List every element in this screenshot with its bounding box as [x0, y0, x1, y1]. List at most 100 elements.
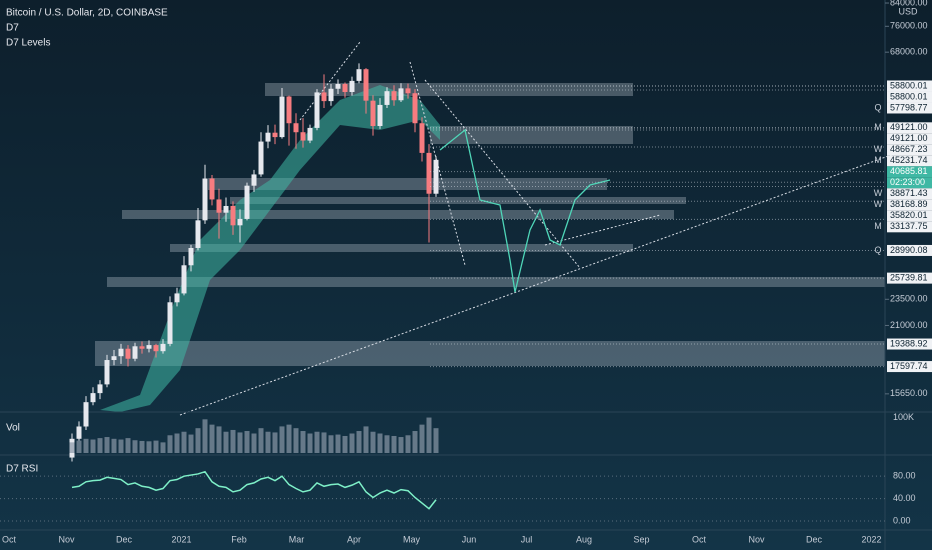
volume-bar — [384, 435, 390, 453]
projection — [439, 128, 611, 293]
volume-bar — [160, 442, 166, 453]
volume-bar — [314, 431, 320, 453]
volume-bar — [300, 431, 306, 453]
volume-bar — [125, 438, 131, 453]
countdown: 02:23:00 — [890, 177, 925, 187]
volume-bar — [335, 434, 341, 453]
volume-bar — [272, 432, 278, 453]
candle-body — [76, 426, 82, 439]
volume-bar — [405, 435, 411, 453]
candle-body — [349, 80, 355, 92]
volume-bar — [209, 424, 215, 453]
candle-body — [139, 346, 145, 349]
countdown-box — [887, 177, 932, 189]
y-tick-label: 15650.00 — [890, 388, 928, 398]
price-label: 48667.23 — [890, 144, 928, 154]
y-tick-label: 23500.00 — [890, 294, 928, 304]
candle-body — [314, 92, 320, 128]
volume-bar — [146, 441, 152, 453]
y-tick-label: 21000.00 — [890, 320, 928, 330]
candle-body — [181, 265, 187, 294]
level-tag: W — [874, 188, 883, 198]
price-label: 49121.00 — [890, 133, 928, 143]
x-tick-label: Nov — [748, 534, 765, 544]
volume-bar — [363, 426, 369, 453]
x-tick-label: Nov — [58, 534, 75, 544]
candle-body — [167, 302, 173, 344]
candle-body — [202, 178, 208, 221]
level-zones — [95, 83, 885, 366]
level-tag: W — [874, 199, 883, 209]
price-label-box — [887, 210, 932, 222]
price-label-box — [887, 166, 932, 178]
level-tag: W — [874, 144, 883, 154]
y-tick-label: 76000.00 — [890, 21, 928, 31]
candle-body — [419, 123, 425, 153]
price-label: 45231.74 — [890, 155, 928, 165]
candle-body — [209, 178, 215, 200]
price-label-box — [887, 338, 932, 350]
cloud — [100, 85, 440, 412]
x-tick-label: Apr — [347, 534, 361, 544]
x-tick-label: Feb — [231, 534, 247, 544]
price-label-box — [887, 361, 932, 373]
x-tick-label: Dec — [116, 534, 133, 544]
candle-body — [391, 91, 397, 101]
candle-body — [251, 174, 257, 186]
volume-bar — [230, 429, 236, 453]
candle-body — [398, 88, 404, 101]
candle-body — [90, 393, 96, 403]
volume-bar — [279, 426, 285, 453]
price-label-box — [887, 155, 932, 167]
candle-body — [223, 205, 229, 213]
x-tick-label: 2021 — [171, 534, 191, 544]
price-label: 19388.92 — [890, 338, 928, 348]
candle-body — [104, 360, 110, 385]
volume-bar — [97, 438, 103, 453]
price-label-box — [887, 133, 932, 145]
volume-bar — [377, 433, 383, 453]
volume-bar — [237, 432, 243, 453]
volume-bar — [251, 433, 257, 453]
x-tick-label: Mar — [289, 534, 305, 544]
volume-bar — [321, 432, 327, 453]
level-tag: M — [874, 155, 882, 165]
chart-title: Bitcoin / U.S. Dollar, 2D, COINBASE — [6, 8, 168, 19]
volume-bar — [139, 440, 145, 453]
candle-body — [111, 356, 117, 361]
price-label: 28990.08 — [890, 245, 928, 255]
candle-body — [300, 132, 306, 141]
volume-bar — [76, 440, 82, 453]
price-label-box — [887, 188, 932, 200]
candle-body — [83, 402, 89, 427]
price-label-box — [887, 272, 932, 284]
level-tag: M — [874, 221, 882, 231]
candle-body — [335, 84, 341, 89]
volume-bar — [174, 433, 180, 453]
volume-bar — [90, 439, 96, 453]
volume-bar — [349, 433, 355, 453]
volume-bar — [433, 428, 439, 453]
x-tick-label: Oct — [692, 534, 707, 544]
candle-body — [230, 205, 236, 226]
rsi-label: D7 RSI — [6, 464, 38, 475]
volume-bar — [391, 435, 397, 453]
price-label: 58800.01 — [890, 80, 928, 90]
indicator-label: D7 — [6, 23, 19, 34]
price-label-box — [887, 244, 932, 256]
volume-bar — [328, 435, 334, 453]
volume-bar — [167, 435, 173, 453]
y-tick-label: 68000.00 — [890, 47, 928, 57]
x-tick-label: 2022 — [861, 534, 881, 544]
candle-body — [146, 345, 152, 349]
price-label-box — [887, 199, 932, 211]
price-label: 38168.89 — [890, 199, 928, 209]
volume-bar — [293, 428, 299, 453]
candle-body — [412, 93, 418, 124]
volume-bar — [83, 438, 89, 453]
volume-bar — [69, 442, 75, 453]
candle-body — [265, 132, 271, 142]
candle-body — [370, 100, 376, 127]
